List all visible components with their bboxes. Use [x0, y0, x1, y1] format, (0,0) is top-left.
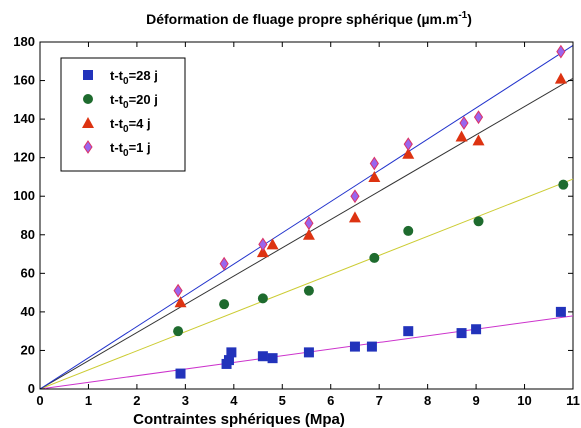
x-axis-label: Contraintes sphériques (Mpa) — [133, 411, 345, 428]
point-series-0 — [226, 347, 237, 358]
legend-marker-2 — [82, 117, 94, 128]
point-series-3 — [556, 44, 566, 59]
point-series-0 — [267, 353, 278, 364]
point-series-1 — [403, 225, 414, 236]
chart-title: Déformation de fluage propre sphérique (… — [146, 10, 472, 27]
point-series-2 — [266, 238, 279, 250]
point-series-2 — [402, 147, 415, 159]
point-series-2 — [455, 130, 468, 142]
point-series-0 — [471, 324, 482, 335]
x-tick-label: 9 — [472, 393, 479, 408]
legend-box — [60, 57, 186, 172]
point-series-1 — [303, 285, 314, 296]
x-tick-label: 3 — [182, 393, 189, 408]
fit-line-series-3 — [39, 45, 574, 390]
legend-label-3: t-t0=1 j — [110, 140, 151, 159]
point-series-0 — [223, 355, 234, 366]
point-series-1 — [173, 326, 184, 337]
point-series-3 — [219, 256, 229, 271]
point-series-2 — [368, 170, 381, 182]
point-series-3 — [403, 137, 413, 152]
legend-label-0: t-t0=28 j — [110, 68, 158, 87]
x-tick-label: 6 — [327, 393, 334, 408]
point-series-3 — [173, 283, 183, 298]
y-tick-label: 20 — [21, 342, 35, 357]
y-tick-label: 140 — [13, 111, 35, 126]
point-series-2 — [554, 72, 567, 84]
point-series-0 — [456, 328, 467, 339]
x-tick-label: 2 — [133, 393, 140, 408]
point-series-0 — [175, 368, 186, 379]
x-tick-label: 5 — [279, 393, 286, 408]
point-series-3 — [258, 237, 268, 252]
point-series-1 — [473, 216, 484, 227]
point-series-3 — [369, 156, 379, 171]
point-series-2 — [348, 211, 361, 223]
y-tick-label: 100 — [13, 188, 35, 203]
y-tick-label: 180 — [13, 34, 35, 49]
point-series-3 — [473, 110, 484, 125]
point-series-0 — [403, 326, 414, 337]
point-series-0 — [349, 341, 360, 352]
y-tick-label: 120 — [13, 150, 35, 165]
point-series-1 — [219, 299, 230, 310]
point-series-1 — [257, 293, 268, 304]
point-series-0 — [257, 351, 268, 362]
point-series-3 — [459, 116, 469, 130]
x-tick-label: 11 — [566, 393, 580, 408]
y-axis: 0 20 40 60 80 100 120 140 160 180 — [13, 34, 573, 396]
fit-line-series-1 — [39, 178, 574, 390]
point-series-3 — [304, 216, 314, 231]
x-tick-label: 0 — [36, 393, 43, 408]
x-tick-label: 10 — [517, 393, 531, 408]
x-axis: 0 1 2 3 4 5 6 7 8 9 10 11 — [36, 42, 580, 408]
y-tick-label: 60 — [21, 265, 35, 280]
legend-marker-0 — [83, 70, 93, 80]
point-series-2 — [256, 246, 269, 258]
legend-marker-1 — [83, 94, 93, 104]
point-series-1 — [558, 179, 569, 190]
y-tick-label: 0 — [28, 381, 35, 396]
y-tick-label: 160 — [13, 73, 35, 88]
point-series-1 — [369, 252, 380, 263]
legend: t-t0=28 j t-t0=20 j t-t0=4 j t-t0=1 j — [60, 57, 186, 172]
point-series-0 — [366, 341, 377, 352]
legend-label-1: t-t0=20 j — [110, 92, 158, 111]
point-series-2 — [302, 228, 315, 240]
legend-label-2: t-t0=4 j — [110, 116, 151, 135]
y-tick-label: 80 — [21, 227, 35, 242]
point-series-0 — [555, 306, 566, 317]
point-series-0 — [303, 347, 314, 358]
y-tick-label: 40 — [21, 304, 35, 319]
x-tick-label: 1 — [85, 393, 92, 408]
x-tick-label: 4 — [230, 393, 238, 408]
x-tick-label: 8 — [424, 393, 431, 408]
data-points — [173, 44, 569, 379]
point-series-2 — [174, 296, 187, 308]
point-series-2 — [472, 134, 485, 146]
point-series-3 — [350, 189, 360, 204]
legend-marker-3 — [83, 140, 93, 154]
x-tick-label: 7 — [376, 393, 383, 408]
